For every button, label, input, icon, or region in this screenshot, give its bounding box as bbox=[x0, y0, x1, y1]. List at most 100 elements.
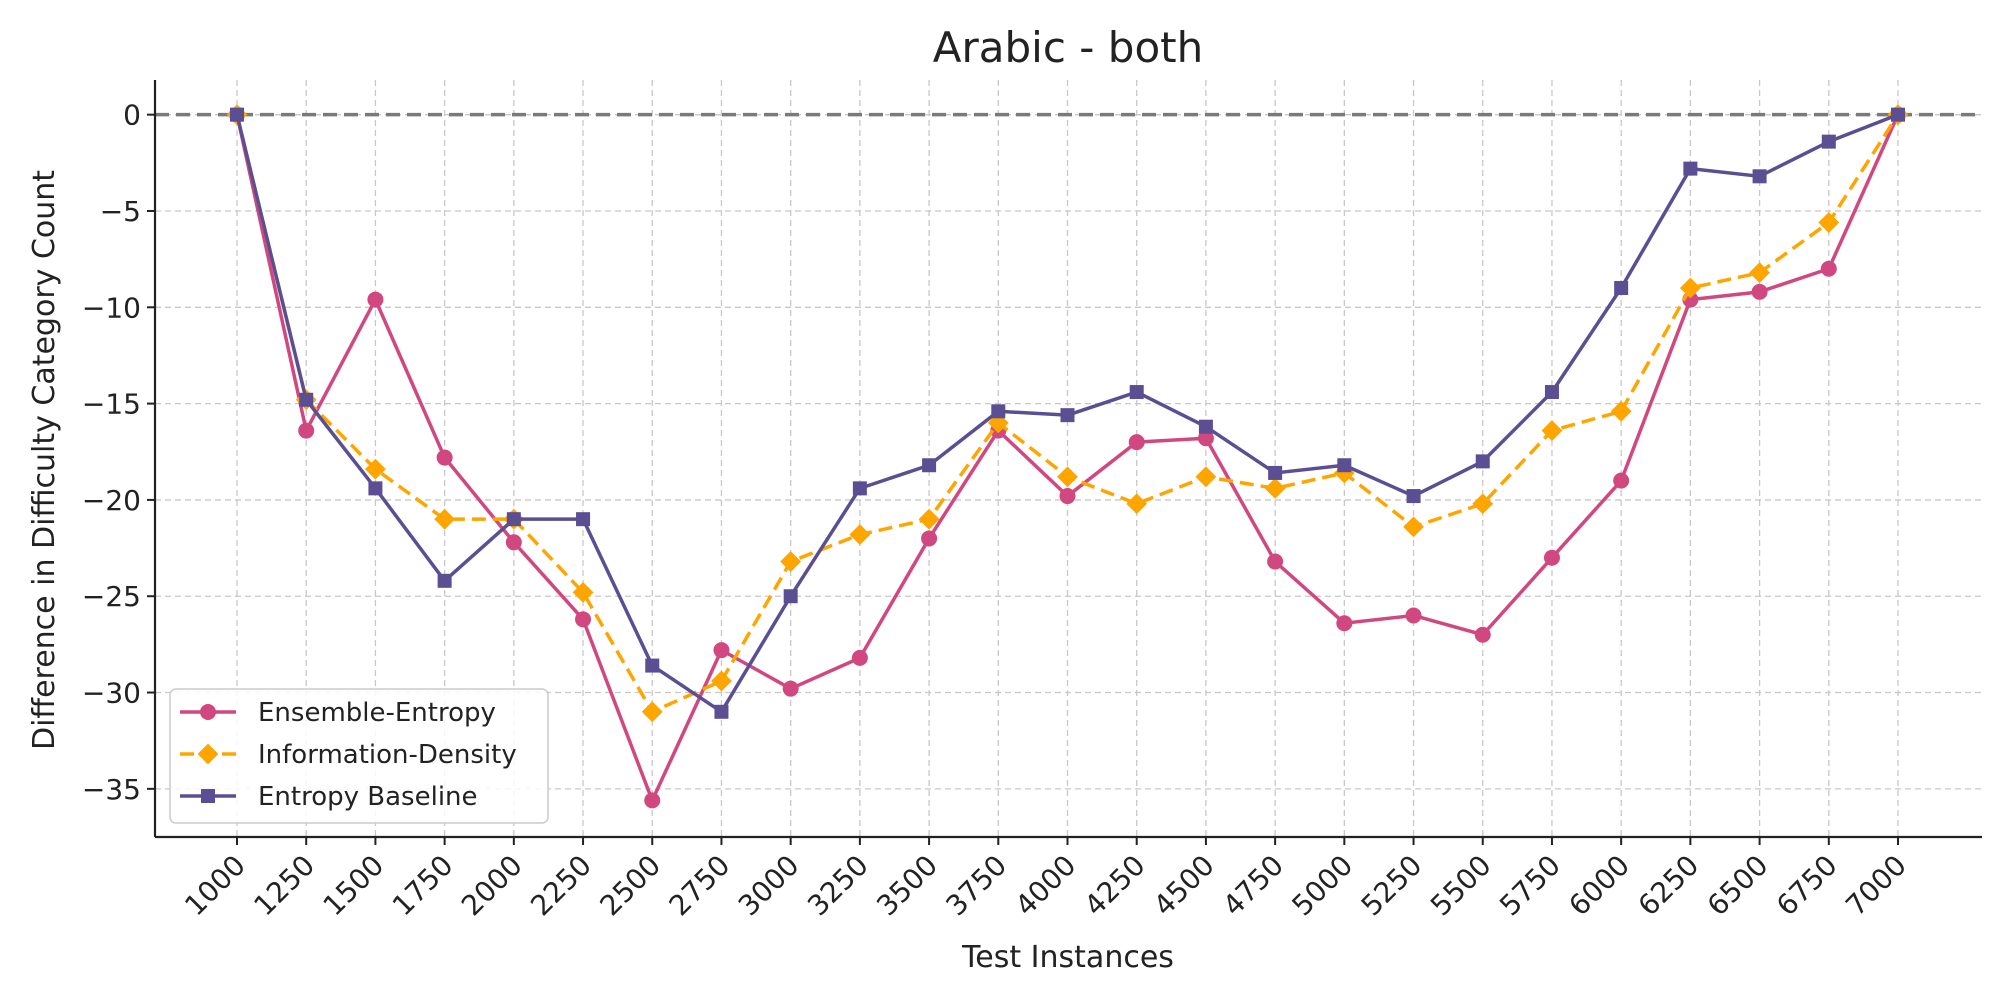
x-tick-label: 5250 bbox=[1355, 849, 1429, 923]
x-axis-label: Test Instances bbox=[961, 940, 1174, 975]
legend-marker-ensemble-entropy bbox=[200, 704, 216, 720]
x-tick-label: 2500 bbox=[593, 849, 667, 923]
data-point-ensemble-entropy bbox=[1751, 283, 1768, 300]
data-point-entropy-baseline bbox=[1129, 385, 1144, 400]
legend-label-information-density: Information-Density bbox=[258, 740, 517, 770]
data-point-information-density bbox=[1472, 493, 1494, 515]
data-point-ensemble-entropy bbox=[505, 534, 522, 551]
y-tick-label: −35 bbox=[82, 773, 141, 806]
data-point-information-density bbox=[1126, 493, 1148, 515]
data-point-entropy-baseline bbox=[1406, 489, 1421, 504]
data-point-ensemble-entropy bbox=[298, 422, 315, 439]
data-point-ensemble-entropy bbox=[1820, 260, 1837, 277]
data-point-entropy-baseline bbox=[1198, 419, 1213, 434]
x-tick-label: 4000 bbox=[1009, 849, 1083, 923]
data-point-entropy-baseline bbox=[1060, 408, 1075, 423]
data-point-information-density bbox=[572, 581, 594, 603]
data-point-information-density bbox=[918, 508, 940, 530]
legend-marker-entropy-baseline bbox=[201, 789, 215, 803]
data-point-entropy-baseline bbox=[991, 404, 1006, 419]
x-tick-label: 7000 bbox=[1839, 849, 1913, 923]
legend-marker-information-density bbox=[197, 743, 219, 765]
x-tick-label: 3500 bbox=[870, 849, 944, 923]
data-point-information-density bbox=[1818, 212, 1840, 233]
data-point-entropy-baseline bbox=[437, 573, 452, 588]
y-axis-label: Difference in Difficulty Category Count bbox=[27, 170, 62, 750]
x-tick-label: 2000 bbox=[455, 849, 529, 923]
series-layer bbox=[226, 104, 1909, 809]
data-point-information-density bbox=[1610, 400, 1632, 422]
data-point-ensemble-entropy bbox=[1059, 488, 1076, 505]
x-tick-label: 3750 bbox=[940, 849, 1014, 923]
x-tick-label: 3250 bbox=[801, 849, 875, 923]
x-tick-label: 5750 bbox=[1493, 849, 1567, 923]
y-tick-label: −15 bbox=[82, 388, 141, 421]
data-point-ensemble-entropy bbox=[1474, 626, 1491, 643]
x-tick-label: 1500 bbox=[317, 849, 391, 923]
data-point-entropy-baseline bbox=[230, 107, 244, 122]
y-tick-label: −20 bbox=[82, 484, 141, 517]
data-point-information-density bbox=[434, 508, 456, 530]
y-tick-label: −5 bbox=[100, 195, 141, 228]
x-tick-label: 1000 bbox=[178, 849, 252, 923]
data-point-entropy-baseline bbox=[645, 658, 660, 673]
data-point-information-density bbox=[1403, 516, 1424, 538]
x-tick-label: 2250 bbox=[524, 849, 598, 923]
data-point-entropy-baseline bbox=[922, 458, 937, 473]
data-point-information-density bbox=[1541, 420, 1563, 441]
x-tick-label: 6500 bbox=[1701, 849, 1775, 923]
x-tick-label: 6250 bbox=[1632, 849, 1706, 923]
data-point-information-density bbox=[1679, 277, 1701, 299]
data-point-information-density bbox=[1057, 466, 1078, 488]
x-tick-label: 2750 bbox=[663, 849, 737, 923]
legend-label-ensemble-entropy: Ensemble-Entropy bbox=[258, 698, 496, 728]
y-axis-ticks: 0 −5 −10 −15 −20 −25 −30 −35 bbox=[82, 99, 155, 806]
data-point-ensemble-entropy bbox=[436, 449, 453, 466]
data-point-ensemble-entropy bbox=[1613, 472, 1630, 489]
data-point-ensemble-entropy bbox=[1197, 430, 1214, 447]
x-tick-label: 5000 bbox=[1286, 849, 1360, 923]
data-point-ensemble-entropy bbox=[1543, 549, 1560, 566]
data-point-information-density bbox=[711, 670, 732, 692]
y-tick-label: −25 bbox=[82, 580, 141, 613]
data-point-information-density bbox=[849, 524, 871, 545]
data-point-ensemble-entropy bbox=[1405, 607, 1422, 624]
data-point-information-density bbox=[780, 551, 802, 572]
x-tick-label: 6000 bbox=[1562, 849, 1636, 923]
x-tick-label: 5500 bbox=[1424, 849, 1498, 923]
data-point-ensemble-entropy bbox=[1128, 434, 1145, 451]
data-point-entropy-baseline bbox=[1337, 458, 1352, 473]
data-point-entropy-baseline bbox=[1891, 107, 1905, 122]
data-point-ensemble-entropy bbox=[713, 642, 730, 659]
data-point-information-density bbox=[641, 701, 663, 723]
x-tick-label: 1750 bbox=[386, 849, 460, 923]
y-tick-label: −30 bbox=[82, 677, 141, 710]
x-tick-label: 6750 bbox=[1770, 849, 1844, 923]
y-tick-label: 0 bbox=[123, 99, 141, 132]
data-point-entropy-baseline bbox=[1752, 169, 1767, 184]
chart-title: Arabic - both bbox=[933, 23, 1203, 72]
data-point-entropy-baseline bbox=[1475, 454, 1490, 469]
data-point-entropy-baseline bbox=[368, 481, 383, 496]
data-point-ensemble-entropy bbox=[851, 649, 868, 666]
legend: Ensemble-Entropy Information-Density Entro… bbox=[169, 688, 549, 824]
data-point-ensemble-entropy bbox=[1267, 553, 1284, 570]
data-point-entropy-baseline bbox=[1544, 385, 1559, 400]
data-point-entropy-baseline bbox=[1614, 281, 1629, 296]
x-axis-ticks: 1000125015001750200022502500275030003250… bbox=[178, 837, 1913, 922]
legend-box bbox=[169, 688, 549, 824]
x-tick-label: 4750 bbox=[1216, 849, 1290, 923]
data-point-entropy-baseline bbox=[714, 704, 729, 719]
data-point-entropy-baseline bbox=[506, 512, 521, 527]
data-point-ensemble-entropy bbox=[1336, 615, 1353, 632]
series-entropy-baseline bbox=[230, 107, 1905, 719]
x-tick-label: 1250 bbox=[247, 849, 321, 923]
data-point-information-density bbox=[365, 458, 386, 480]
legend-label-entropy-baseline: Entropy Baseline bbox=[258, 782, 478, 812]
x-tick-label: 4250 bbox=[1078, 849, 1152, 923]
data-point-ensemble-entropy bbox=[782, 680, 799, 697]
x-tick-label: 3000 bbox=[732, 849, 806, 923]
data-point-ensemble-entropy bbox=[921, 530, 938, 547]
x-tick-label: 4500 bbox=[1147, 849, 1221, 923]
y-tick-label: −10 bbox=[82, 291, 141, 324]
